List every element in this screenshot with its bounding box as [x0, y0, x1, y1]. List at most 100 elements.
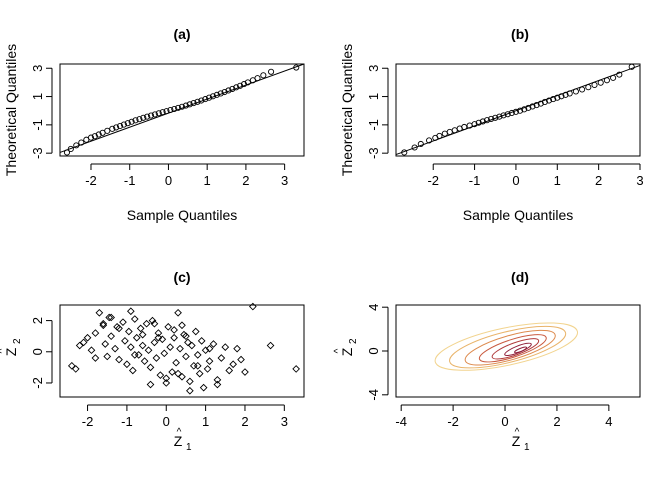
data-point: [128, 366, 137, 375]
x-axis-label: ^ Z 1: [174, 427, 192, 453]
x-axis: -2 -1 0 1 2 3: [85, 163, 288, 188]
data-point: [113, 124, 120, 131]
panel-c: (c) -2 -1 0 1 2 3 -2 0 2 ^ Z 1 ^ Z 2: [0, 269, 305, 453]
data-point: [186, 101, 193, 108]
data-point: [127, 307, 135, 316]
data-point: [132, 117, 139, 124]
data-point: [233, 344, 241, 353]
x-tick-label: 0: [163, 414, 170, 429]
data-points: [59, 63, 305, 156]
data-point: [150, 338, 159, 347]
data-point: [178, 103, 186, 110]
data-point: [217, 90, 224, 97]
data-point: [156, 371, 165, 380]
reference-line: [59, 63, 305, 153]
data-point: [203, 365, 212, 373]
data-point: [504, 111, 511, 118]
data-point: [158, 335, 167, 344]
data-point: [225, 366, 234, 375]
data-point: [525, 104, 532, 111]
data-point: [67, 361, 76, 370]
data-point: [182, 352, 190, 361]
data-point: [78, 139, 85, 146]
x-axis-label-sub: 1: [186, 442, 192, 453]
data-point: [182, 332, 190, 341]
data-point: [496, 113, 503, 120]
panel-b: (b) -2 -1 0 1 2 3 -3 -1 1 3 Sample Quantiles The…: [339, 26, 644, 223]
x-axis: -2 -1 0 1 2 3: [82, 404, 288, 429]
data-point: [162, 374, 171, 383]
data-point: [171, 105, 178, 113]
data-point: [479, 118, 486, 125]
data-point: [71, 365, 80, 373]
data-point: [99, 319, 108, 328]
data-point: [101, 340, 110, 348]
data-point: [266, 341, 275, 350]
data-point: [241, 368, 249, 376]
data-point: [175, 104, 182, 111]
x-tick-label: -2: [85, 173, 97, 188]
y-axis: -2 0 2: [30, 317, 53, 389]
data-point: [170, 333, 178, 342]
x-tick-label: 0: [165, 173, 172, 188]
data-point: [172, 358, 180, 367]
data-point: [73, 142, 80, 149]
data-point: [217, 354, 226, 362]
x-tick-label: 0: [501, 414, 508, 429]
data-point: [562, 91, 569, 98]
data-point: [585, 84, 592, 91]
x-axis-label-sub: 1: [524, 442, 530, 453]
contour-lines: [434, 322, 579, 371]
data-point: [168, 368, 176, 376]
data-point: [492, 114, 499, 121]
data-point: [186, 386, 194, 395]
data-point: [121, 337, 129, 345]
data-point: [184, 338, 192, 347]
data-point: [260, 72, 267, 79]
data-point: [475, 119, 482, 126]
plot-frame: [395, 63, 641, 157]
data-point: [144, 113, 151, 120]
data-point: [628, 63, 635, 70]
data-point: [146, 363, 155, 372]
y-tick-label: -3: [30, 147, 45, 159]
data-point: [107, 313, 115, 322]
data-point: [579, 86, 586, 93]
data-point: [213, 91, 220, 98]
x-axis: -4 -2 0 2 4: [395, 404, 612, 429]
data-point: [240, 81, 248, 88]
x-tick-label: 1: [554, 173, 561, 188]
data-point: [134, 351, 143, 359]
contour-line: [464, 329, 556, 366]
data-point: [148, 316, 157, 325]
data-point: [147, 112, 155, 119]
x-axis-label: Sample Quantiles: [463, 207, 574, 223]
data-point: [155, 110, 162, 117]
data-point: [152, 354, 161, 362]
data-point: [529, 103, 536, 110]
x-tick-label: -2: [447, 414, 459, 429]
data-point: [111, 344, 119, 353]
data-point: [104, 127, 111, 134]
y-tick-label: -2: [30, 377, 45, 389]
data-point: [206, 94, 213, 101]
plot-frame: [395, 304, 641, 398]
data-point: [190, 100, 197, 107]
data-point: [151, 111, 158, 118]
contour-line: [478, 334, 547, 363]
data-point: [140, 357, 149, 365]
data-point: [508, 109, 515, 117]
x-tick-label: 2: [595, 173, 602, 188]
data-point: [182, 102, 189, 109]
data-point: [199, 383, 208, 392]
contour-line: [491, 338, 540, 360]
data-point: [178, 321, 186, 330]
y-tick-label: 1: [30, 93, 45, 100]
data-point: [128, 118, 135, 125]
y-axis: -4 0 4: [366, 304, 389, 401]
data-point: [209, 340, 218, 348]
data-point: [205, 357, 214, 365]
data-point: [591, 81, 598, 88]
y-tick-label: -1: [366, 119, 381, 131]
